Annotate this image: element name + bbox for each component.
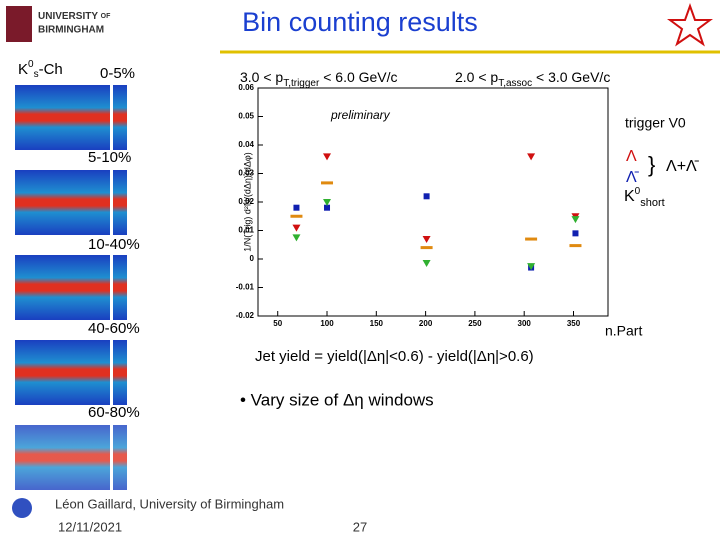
point [422,259,431,267]
x-tick-label: 200 [419,319,433,328]
point [293,204,300,211]
x-axis-label: n.Part [605,323,642,339]
point [571,216,580,224]
point [423,193,430,200]
legend-label: Λ [626,148,637,165]
x-tick-label: 50 [273,319,282,328]
point [420,246,433,250]
point [323,199,332,206]
particle: K0s-Ch [18,59,63,80]
x-tick-label: 100 [320,319,334,328]
y-tick-label: 0.05 [238,112,254,121]
point [321,181,334,185]
point [290,214,303,218]
centrality: 40-60% [88,320,140,337]
x-tick-label: 150 [370,319,384,328]
point [569,244,582,248]
date: 12/11/2021 [58,519,122,534]
point [572,230,579,237]
x-tick-label: 350 [567,319,581,328]
formula: Jet yield = yield(|Δη|<0.6) - yield(|Δη|… [255,348,534,365]
y-tick-label: 0.01 [238,226,254,235]
point [527,153,536,161]
y-tick-label: 0.06 [238,83,254,92]
point [422,236,431,244]
centrality: 5-10% [88,149,131,166]
thumbnails [15,85,127,490]
x-tick-label: 250 [468,319,482,328]
point [292,224,301,232]
y-tick-label: 0.03 [238,169,254,178]
y-tick-label: 0.04 [238,140,254,149]
crest [6,6,32,42]
y-axis-label: 1/N(Trig) d²N/(dΔη)(dΔφ) [242,152,252,252]
y-tick-label: -0.02 [236,311,255,320]
point [324,204,331,211]
university: UNIVERSITY OF [38,11,111,22]
trigger-type: trigger V0 [625,115,686,131]
x-tick-label: 300 [518,319,532,328]
centrality: 0-5% [100,65,135,82]
centrality: 10-40% [88,236,140,253]
cut: 3.0 < pT,trigger < 6.0 GeV/c [240,69,398,89]
point [527,263,536,271]
sum-label: Λ+Λ̄ [666,158,700,175]
brace: } [648,152,655,177]
page-number: 27 [353,519,367,534]
preliminary: preliminary [330,108,391,122]
k0-label: K0short [624,186,665,209]
legend-label: Λ̄ [626,169,640,186]
mascot [12,498,32,518]
point [525,237,538,241]
y-tick-label: 0 [250,254,255,263]
star-logo [667,3,713,47]
bullet: • Vary size of Δη windows [240,390,434,409]
y-tick-label: 0.02 [238,197,254,206]
author: Léon Gaillard, University of Birmingham [55,496,284,511]
plot-frame [257,87,609,317]
centrality: 60-80% [88,404,140,421]
point [292,234,301,242]
cut: 2.0 < pT,assoc < 3.0 GeV/c [455,69,610,89]
slide-title: Bin counting results [242,7,478,37]
university: BIRMINGHAM [38,25,104,36]
point [323,153,332,161]
y-tick-label: -0.01 [236,283,255,292]
